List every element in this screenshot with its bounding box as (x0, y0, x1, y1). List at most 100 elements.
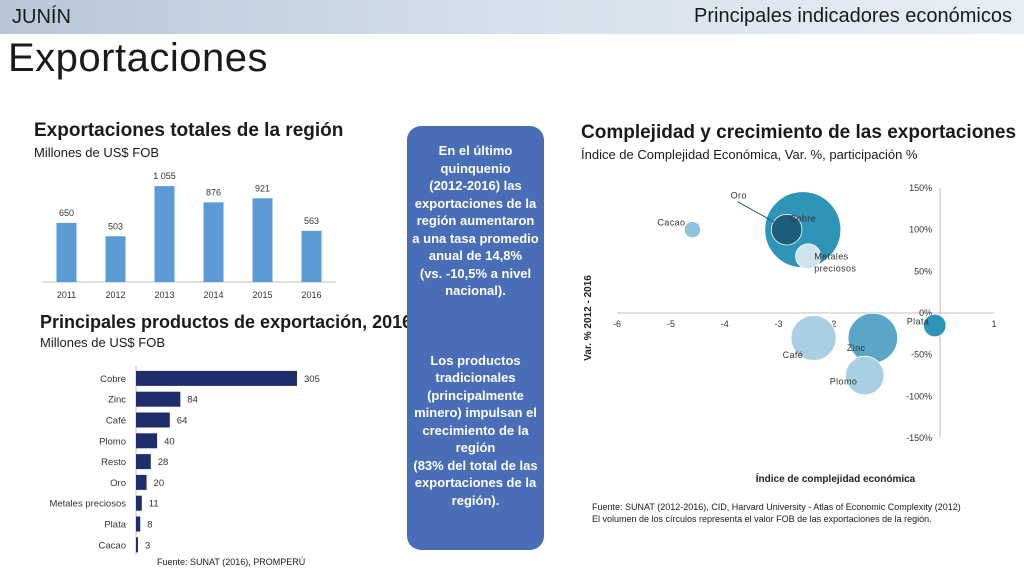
bubble-chart-title: Complejidad y crecimiento de las exporta… (581, 122, 1017, 143)
complexity-bubble-chart: -6-5-4-3-2-101150%100%50%0%-50%-100%-150… (583, 183, 997, 485)
callout-line: (83% del total de las (413, 457, 538, 473)
callout-line: a una tasa promedio (412, 230, 539, 246)
top-banner (0, 0, 1024, 34)
page-title: Exportaciones (8, 36, 268, 80)
x-tick-label: -6 (613, 319, 621, 329)
callout-paragraph-products: Los productos tradicionales (principalment… (411, 352, 540, 510)
x-tick-label: 2015 (252, 290, 272, 300)
callout-line: (vs. -10,5% a nivel (419, 265, 532, 281)
x-tick-label: 2011 (57, 290, 76, 300)
hbar-value-label: 20 (154, 478, 165, 489)
insight-callout: En el último quinquenio (2012-2016) las exp… (407, 126, 544, 550)
category-label: Metales preciosos (49, 499, 126, 510)
hbar-cacao (136, 537, 138, 553)
bubble-label-café: Café (783, 350, 804, 360)
y-tick-label: -150% (906, 433, 932, 443)
bubble-label-line: preciosos (814, 263, 856, 273)
hbar-resto (136, 454, 151, 470)
bubble-plata (923, 313, 947, 338)
callout-line: región aumentaron (416, 213, 535, 228)
callout-line: quinquenio (440, 160, 511, 176)
bubble-source-line-1: Fuente: SUNAT (2012-2016), CID, Harvard … (592, 502, 961, 512)
y-tick-label: 50% (914, 266, 932, 276)
section-title: Principales indicadores económicos (694, 5, 1012, 27)
bar-value-label: 921 (255, 183, 270, 193)
callout-line: tradicionales (435, 370, 516, 385)
y-tick-label: 150% (909, 183, 932, 193)
y-tick-label: 100% (909, 225, 932, 235)
hbar-value-label: 40 (164, 436, 175, 447)
hbar-oro (136, 474, 147, 490)
annual-exports-bar-chart: 650 2011 503 2012 1 055 2013 876 2014 921 2015 563… (42, 171, 336, 300)
leader-line-oro (737, 201, 781, 227)
bar-value-label: 650 (59, 208, 74, 218)
y-tick-label: -50% (911, 350, 932, 360)
hbar-plomo (136, 433, 158, 449)
bubble-oro (770, 213, 803, 246)
hbar-value-label: 64 (177, 416, 188, 427)
bubble-zinc (847, 312, 898, 364)
bar-2011 (56, 222, 77, 282)
x-tick-label: -2 (828, 319, 836, 329)
bubble-label-oro: Oro (731, 191, 747, 201)
callout-line: minero) impulsan el (414, 405, 537, 420)
bar-2014 (203, 202, 224, 282)
category-label: Resto (101, 457, 126, 468)
bubble-source-line-2: El volumen de los círculos representa el… (592, 514, 932, 524)
category-label: Cacao (99, 540, 126, 551)
category-label: Plata (104, 520, 126, 531)
bubble-label-plata: Plata (907, 317, 930, 327)
bar-value-label: 1 055 (153, 171, 176, 181)
bar-2012 (105, 236, 126, 282)
callout-line: En el último (438, 143, 513, 158)
bar-value-label: 876 (206, 187, 221, 197)
bubble-plomo (845, 355, 885, 396)
callout-line: exportaciones de la (414, 195, 537, 211)
hbar-value-label: 305 (304, 374, 320, 385)
hbar-value-label: 11 (149, 499, 159, 510)
hbar-zinc (136, 391, 181, 407)
bar-value-label: 563 (304, 216, 319, 226)
bubble-metales-preciosos (795, 243, 822, 270)
x-tick-label: 2012 (105, 290, 125, 300)
callout-line: región (455, 440, 496, 455)
y-tick-label: -100% (906, 391, 932, 401)
x-tick-label: 2016 (301, 290, 321, 300)
callout-line: (2012-2016) las (429, 178, 522, 193)
hbar-value-label: 28 (158, 457, 169, 468)
bar-value-label: 503 (108, 221, 123, 231)
bar-2015 (252, 198, 273, 282)
category-label: Plomo (99, 436, 126, 447)
callout-line: exportaciones de la (414, 475, 537, 490)
bubble-cacao (683, 221, 701, 239)
callout-line: crecimiento de la (422, 422, 529, 438)
callout-line: anual de 14,8% (428, 248, 523, 263)
bar-chart-subtitle: Millones de US$ FOB (34, 145, 159, 160)
hbar-café (136, 412, 170, 428)
callout-line: nacional). (445, 283, 506, 298)
callout-line: región). (451, 492, 500, 508)
x-tick-label: -5 (667, 319, 675, 329)
products-source: Fuente: SUNAT (2016), PROMPERÚ (157, 557, 306, 567)
bar-chart-title: Exportaciones totales de la región (34, 120, 344, 141)
bubble-café (790, 315, 837, 361)
hbar-value-label: 84 (187, 395, 198, 406)
hbar-value-label: 8 (147, 520, 152, 531)
bubble-label-metales-preciosos: Metales preciosos (814, 251, 856, 273)
x-axis-title: Índice de complejidad económica (756, 472, 916, 485)
hbar-cobre (136, 370, 297, 386)
x-tick-label: 1 (991, 319, 996, 329)
products-hbar-chart: Cobre 305 Zinc 84 Café 64 Plomo 40 Resto 28 Oro 20 M… (49, 366, 320, 555)
bubble-label-cacao: Cacao (657, 218, 685, 228)
bubble-chart-subtitle: Índice de Complejidad Económica, Var. %,… (581, 147, 918, 162)
x-tick-label: 2014 (203, 290, 223, 300)
hbar-metales-preciosos (136, 495, 142, 511)
y-axis-title: Var. % 2012 - 2016 (583, 275, 594, 361)
region-name: JUNÍN (12, 6, 71, 28)
x-tick-label: -4 (721, 319, 729, 329)
hbar-chart-title: Principales productos de exportación, 20… (40, 312, 413, 332)
category-label: Zinc (108, 395, 126, 406)
bar-2013 (154, 186, 175, 282)
callout-line: Los productos (430, 352, 521, 368)
bubble-label-plomo: Plomo (830, 377, 858, 387)
